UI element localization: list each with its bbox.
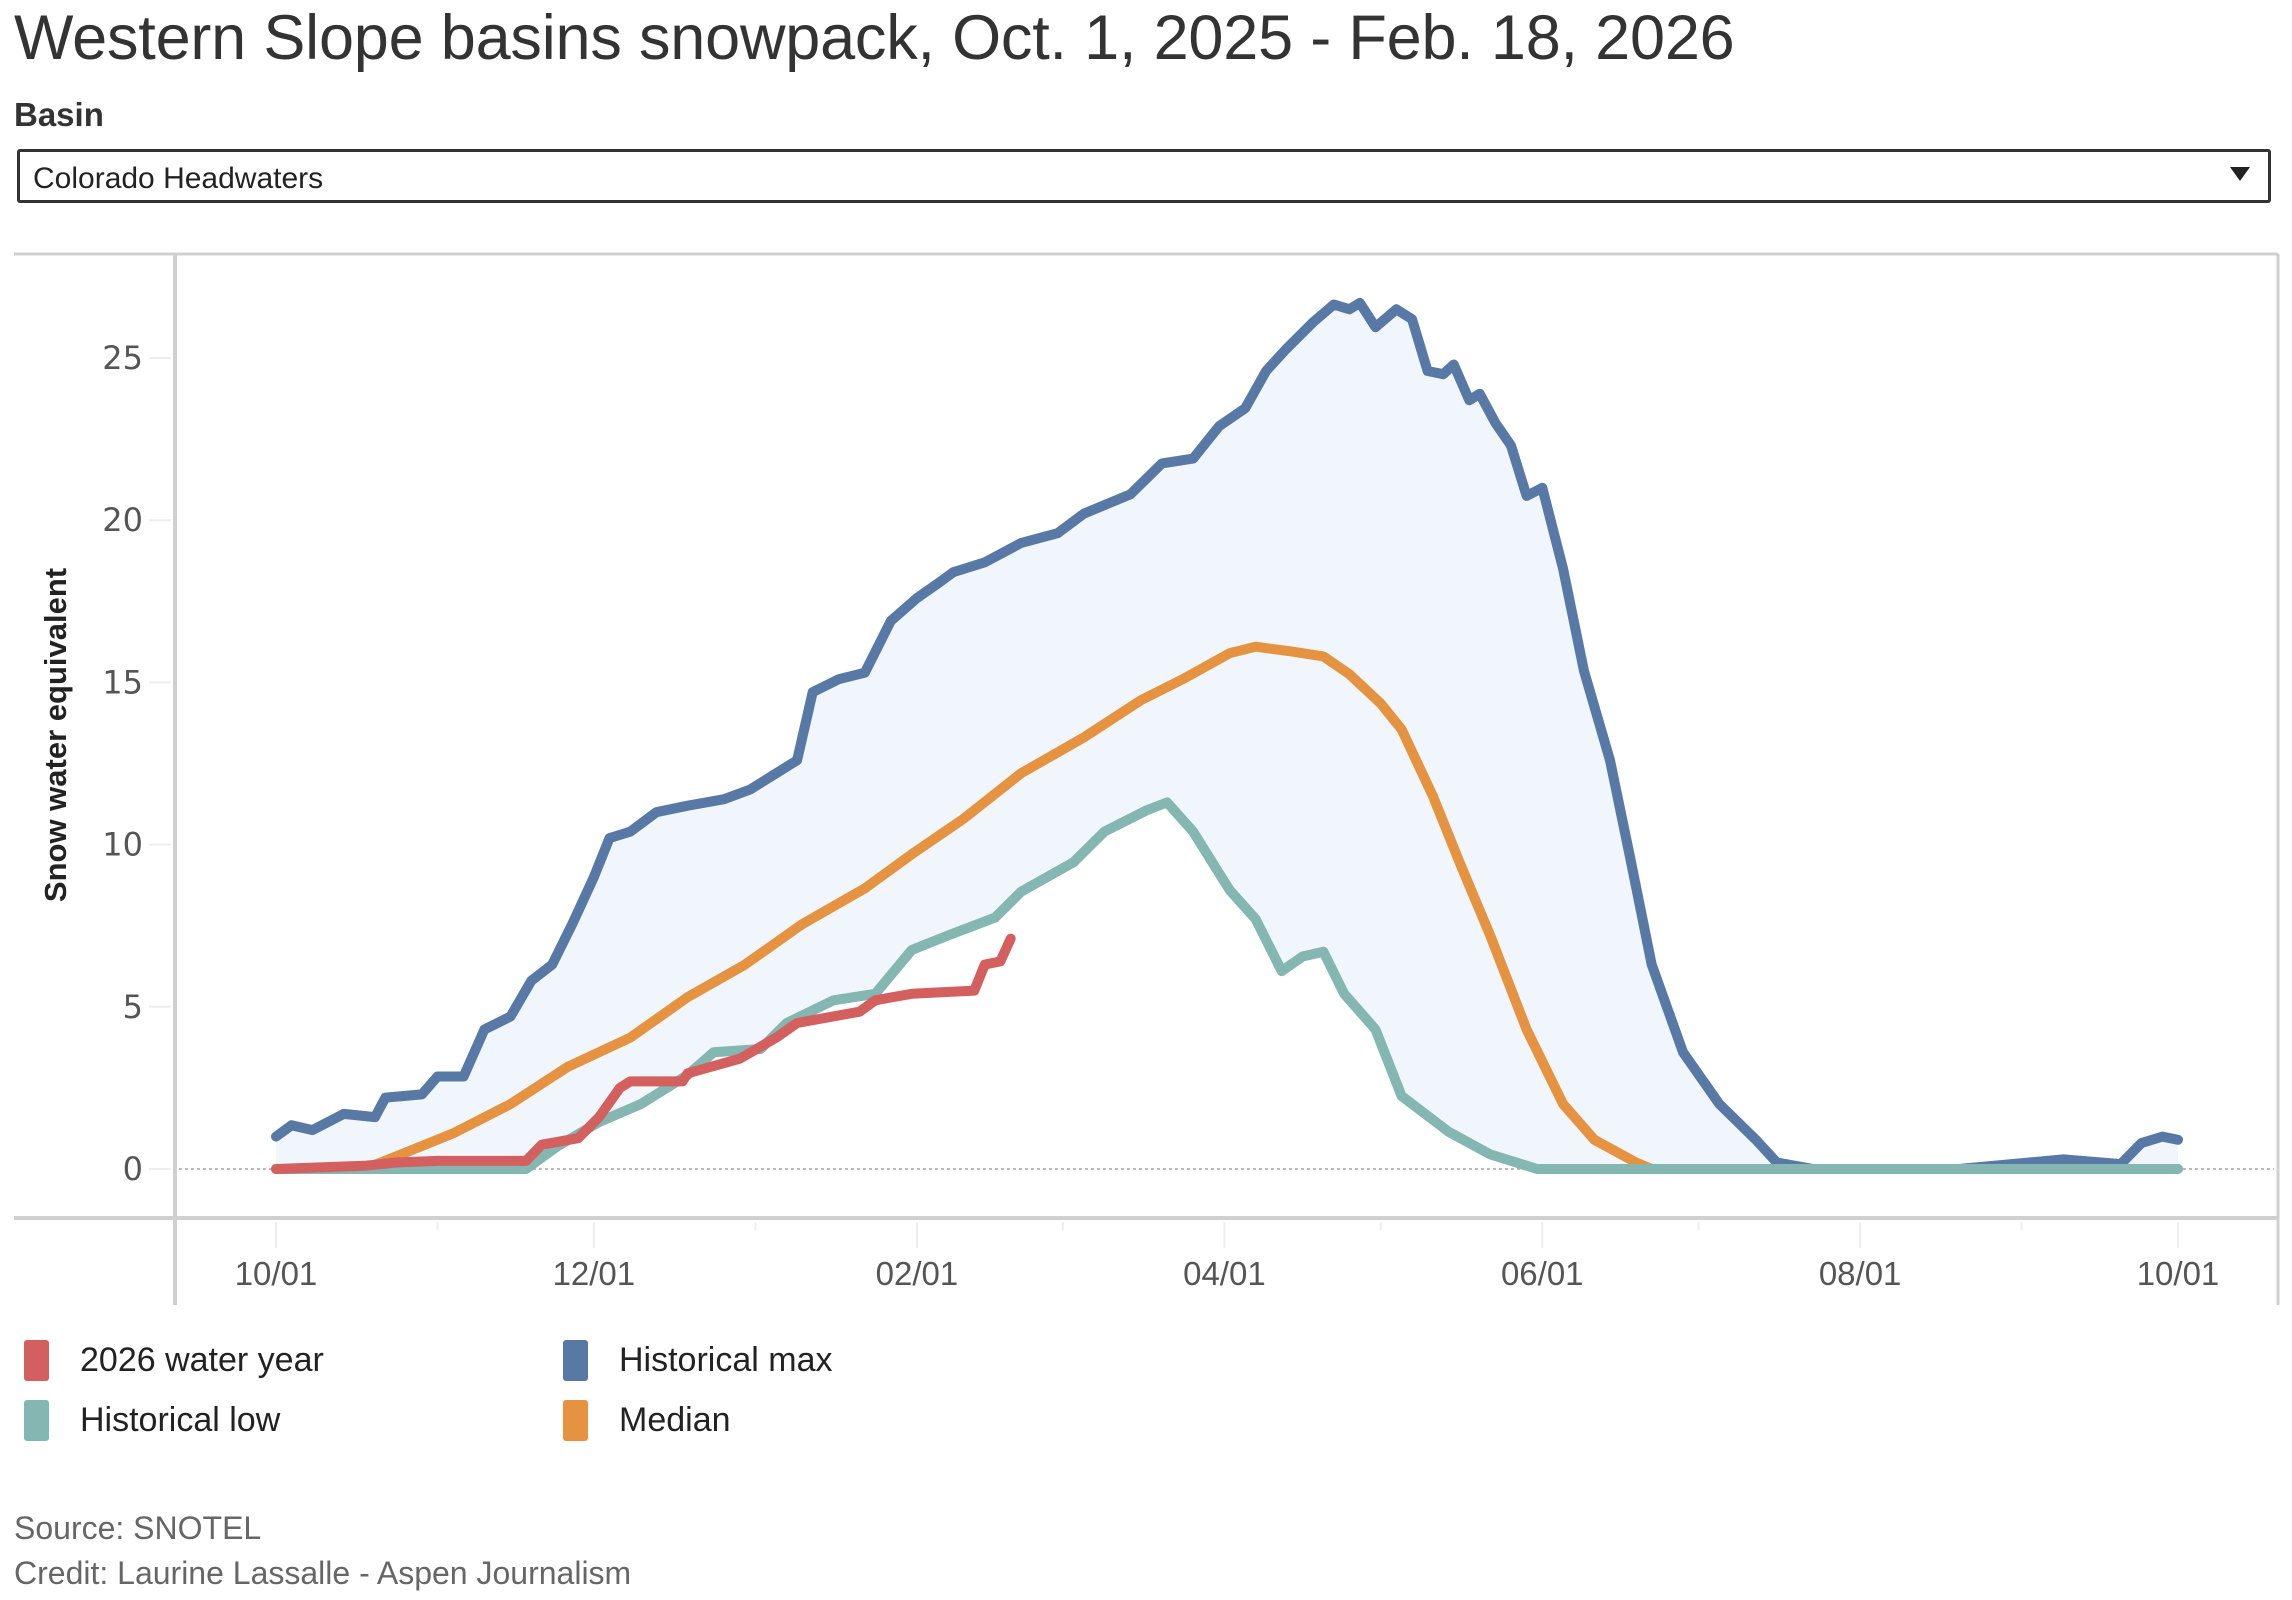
legend-swatch bbox=[24, 1340, 49, 1381]
x-tick-label: 10/01 bbox=[2137, 1255, 2220, 1292]
y-axis-title: Snow water equivalent bbox=[38, 568, 73, 902]
range-band bbox=[276, 302, 2178, 1169]
y-tick-label: 25 bbox=[102, 339, 143, 377]
series-line-2026-water-year bbox=[271, 933, 1016, 1174]
x-tick-label: 02/01 bbox=[876, 1255, 959, 1292]
series-line-median bbox=[271, 641, 2183, 1174]
snowpack-chart: 0 5 10 15 20 25 10/01 12/01 02/01 04/01 06/01 08/01… bbox=[14, 252, 2280, 1305]
y-tick-label: 20 bbox=[102, 501, 143, 539]
x-tick-label: 04/01 bbox=[1183, 1255, 1266, 1292]
x-tick-label: 08/01 bbox=[1819, 1255, 1902, 1292]
legend-label: Historical max bbox=[619, 1341, 833, 1379]
legend-swatch bbox=[563, 1340, 588, 1381]
y-tick-label: 0 bbox=[123, 1150, 143, 1188]
y-tick-label: 15 bbox=[102, 663, 143, 701]
legend-swatch bbox=[24, 1400, 49, 1441]
basin-select-value: Colorado Headwaters bbox=[33, 162, 324, 195]
credit-note: Credit: Laurine Lassalle - Aspen Journal… bbox=[14, 1555, 632, 1591]
legend-label: Median bbox=[619, 1401, 731, 1439]
x-tick-label: 12/01 bbox=[553, 1255, 636, 1292]
series-line-historical-max bbox=[271, 297, 2183, 1174]
x-tick-label: 10/01 bbox=[235, 1255, 318, 1292]
y-tick-label: 10 bbox=[102, 826, 143, 864]
triangle-down-icon bbox=[2230, 167, 2250, 181]
legend-label: 2026 water year bbox=[80, 1341, 324, 1379]
basin-filter-label: Basin bbox=[14, 96, 104, 133]
source-note: Source: SNOTEL bbox=[14, 1510, 262, 1546]
basin-select[interactable]: Colorado Headwaters bbox=[17, 149, 2271, 203]
y-tick-label: 5 bbox=[123, 988, 143, 1026]
legend-swatch bbox=[563, 1400, 588, 1441]
x-tick-label: 06/01 bbox=[1501, 1255, 1584, 1292]
legend-label: Historical low bbox=[80, 1401, 281, 1439]
page-title: Western Slope basins snowpack, Oct. 1, 2… bbox=[14, 3, 1735, 73]
